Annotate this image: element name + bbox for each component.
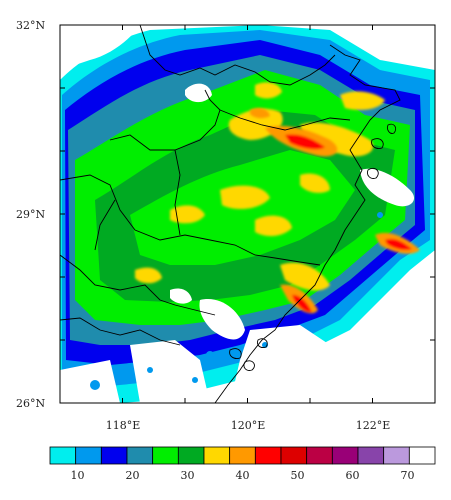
colorbar-label: 30: [181, 469, 195, 482]
island-outline-6: [257, 338, 268, 348]
coastline: [214, 44, 401, 403]
island-outline-3: [367, 167, 379, 179]
colorbar: [49, 446, 436, 465]
echo-speckles: [90, 212, 383, 390]
colorbar-labels: 10 20 30 40 50 60 70: [71, 469, 415, 482]
province-boundary-5: [60, 254, 216, 316]
colorbar-label: 50: [291, 469, 305, 482]
latitude-labels: 32°N 29°N 26°N: [16, 19, 45, 410]
colorbar-swatch: [229, 446, 256, 465]
lon-label-122e: 122°E: [356, 419, 391, 432]
island-outline-2: [387, 123, 397, 134]
lon-label-118e: 118°E: [106, 419, 141, 432]
province-boundary-8: [60, 317, 181, 346]
lat-label-32n: 32°N: [16, 19, 45, 32]
colorbar-swatch: [75, 446, 102, 465]
colorbar-swatch: [306, 446, 333, 465]
colorbar-swatch: [280, 446, 308, 465]
colorbar-label: 40: [236, 469, 250, 482]
reflectivity-field: [60, 25, 435, 403]
colorbar-label: 60: [346, 469, 360, 482]
colorbar-swatch: [331, 446, 359, 465]
lon-label-120e: 120°E: [231, 419, 266, 432]
colorbar-swatch: [357, 446, 385, 465]
colorbar-label: 20: [126, 469, 140, 482]
province-boundary-3: [109, 89, 221, 151]
colorbar-swatch: [177, 446, 205, 465]
colorbar-swatch: [383, 446, 410, 465]
province-boundary-6: [94, 199, 116, 251]
boundaries-coastline: [60, 25, 401, 403]
province-boundary-2: [219, 109, 351, 131]
echo-yellow-patches: [135, 82, 385, 291]
island-outline-4: [229, 348, 242, 359]
lat-label-26n: 26°N: [16, 397, 45, 410]
echo-gap-areas: [60, 25, 415, 403]
colorbar-swatch: [203, 446, 231, 465]
lat-label-29n: 29°N: [16, 208, 45, 221]
province-boundary-4: [60, 174, 321, 266]
colorbar-swatch: [152, 446, 179, 465]
island-outline-1: [371, 138, 384, 149]
colorbar-swatch: [100, 446, 128, 465]
map-plot-area: [59, 24, 436, 404]
colorbar-swatch: [408, 446, 436, 465]
longitude-labels: 118°E 120°E 122°E: [106, 419, 391, 432]
colorbar-swatch: [254, 446, 282, 465]
colorbar-label: 70: [401, 469, 415, 482]
echo-orange-red-core: [250, 108, 420, 314]
map-axis-ticks: [59, 24, 436, 404]
province-boundary-7: [174, 149, 181, 236]
colorbar-label: 10: [71, 469, 85, 482]
colorbar-swatch: [126, 446, 154, 465]
island-outline-5: [243, 360, 255, 371]
province-boundary-1: [139, 25, 336, 86]
colorbar-swatch: [49, 446, 77, 465]
